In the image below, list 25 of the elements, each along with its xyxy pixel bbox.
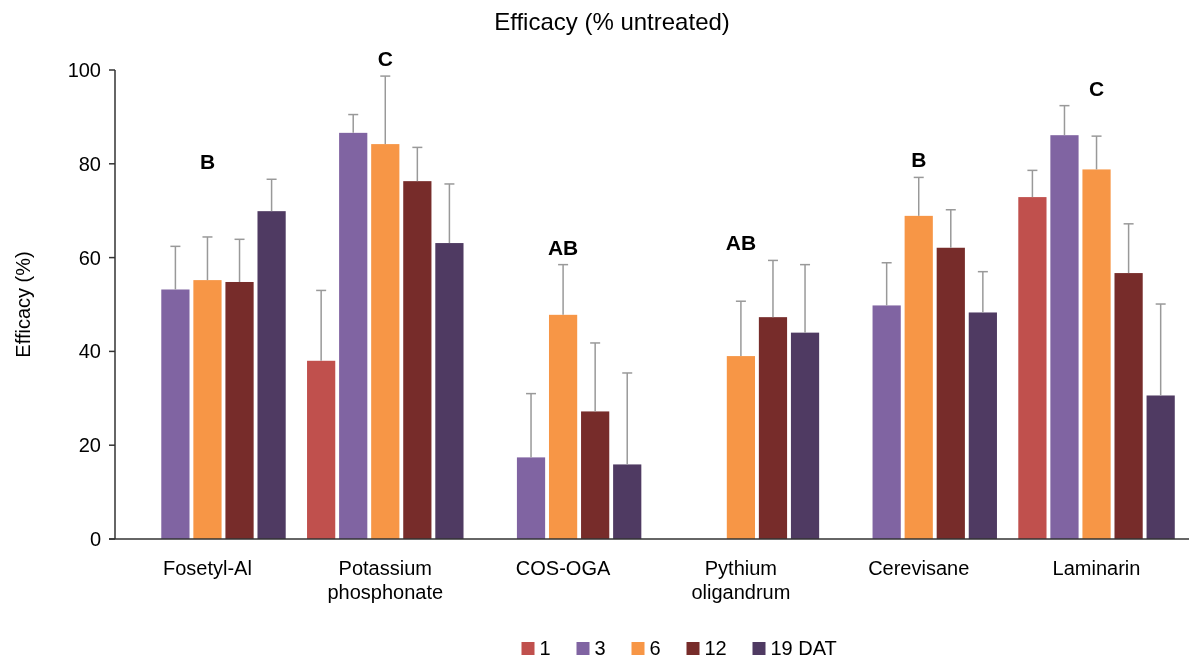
- x-tick-label: Potassium phosphonate: [327, 557, 444, 603]
- x-tick-label: Cerevisane: [868, 557, 970, 579]
- legend-label: 6: [649, 637, 661, 659]
- annotation: B: [199, 150, 216, 174]
- annotation: AB: [547, 235, 579, 259]
- annotation: AB: [725, 231, 757, 255]
- y-tick-label: 0: [89, 528, 101, 550]
- legend-label: 3: [594, 637, 606, 659]
- legend-label: 12: [704, 637, 727, 659]
- legend-label: 19 DAT: [770, 637, 837, 659]
- x-tick-label: Pythium oligandrum: [691, 557, 791, 603]
- y-tick-label: 80: [78, 152, 101, 175]
- x-tick-label: COS-OGA: [515, 557, 611, 579]
- y-tick-label: 100: [67, 59, 101, 81]
- y-tick-label: 60: [78, 246, 101, 269]
- x-tick-label: Fosetyl-Al: [163, 557, 252, 579]
- annotation: C: [1088, 76, 1105, 100]
- chart-title: Efficacy (% untreated): [494, 8, 730, 35]
- x-tick-label: Laminarin: [1052, 557, 1141, 579]
- annotation: C: [377, 47, 393, 71]
- y-tick-label: 40: [78, 340, 101, 363]
- annotation: B: [911, 148, 927, 172]
- legend-label: 1: [539, 637, 551, 659]
- y-axis-title: Efficacy (%): [12, 251, 34, 358]
- y-tick-label: 20: [78, 434, 101, 457]
